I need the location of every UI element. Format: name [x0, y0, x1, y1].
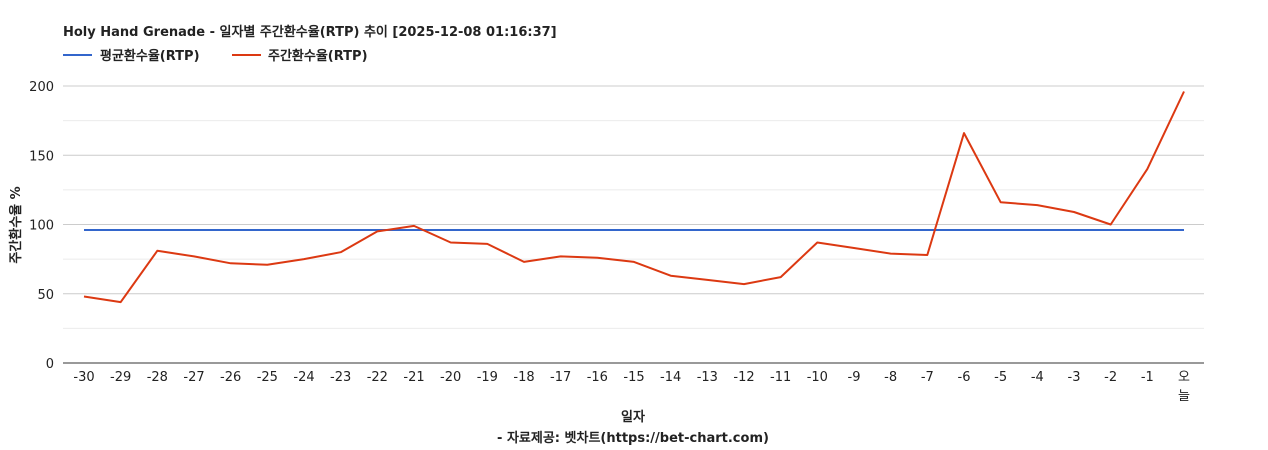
x-tick-label: -12 [733, 370, 754, 385]
x-tick-label: -5 [994, 370, 1007, 385]
x-tick-label: -13 [697, 370, 718, 385]
x-tick-label: -7 [921, 370, 934, 385]
y-tick-label: 100 [29, 219, 54, 234]
chart-title: Holy Hand Grenade - 일자별 주간환수율(RTP) 추이 [2… [63, 24, 557, 40]
x-tick-label: -19 [477, 370, 498, 385]
x-tick-label: -22 [367, 370, 388, 385]
x-tick-label: -16 [587, 370, 608, 385]
x-tick-label: -10 [807, 370, 828, 385]
x-tick-label: -9 [848, 370, 861, 385]
legend-label-average: 평균환수율(RTP) [100, 48, 200, 64]
x-tick-label: -8 [884, 370, 897, 385]
x-tick-label: -24 [293, 370, 314, 385]
x-axis-title: 일자 [621, 410, 645, 425]
legend: 평균환수율(RTP) 주간환수율(RTP) [63, 48, 368, 64]
x-tick-label: -20 [440, 370, 461, 385]
x-tick-label: -2 [1104, 370, 1117, 385]
x-tick-label: -15 [623, 370, 644, 385]
legend-label-weekly: 주간환수율(RTP) [268, 48, 368, 64]
x-tick-label: -23 [330, 370, 351, 385]
x-tick-label: -28 [147, 370, 168, 385]
x-axis-ticks: -30 -29 -28 -27 -26 -25 -24 -23 -22 -21 -20 -19 -18 -… [73, 370, 1190, 404]
x-tick-label: -21 [403, 370, 424, 385]
x-tick-label: -11 [770, 370, 791, 385]
x-tick-label: -30 [73, 370, 94, 385]
chart-source-credit: - 자료제공: 벳차트(https://bet-chart.com) [497, 430, 769, 446]
x-tick-label: -25 [257, 370, 278, 385]
x-tick-label: -27 [183, 370, 204, 385]
y-axis-title: 주간환수율 % [8, 186, 24, 263]
y-tick-label: 150 [29, 149, 54, 164]
x-tick-label: -26 [220, 370, 241, 385]
x-tick-label: -14 [660, 370, 681, 385]
y-tick-label: 50 [37, 288, 54, 303]
y-tick-label: 200 [29, 80, 54, 95]
gridlines [63, 85, 1204, 329]
x-tick-label: -1 [1141, 370, 1154, 385]
x-tick-label: -4 [1031, 370, 1044, 385]
x-tick-label: -3 [1068, 370, 1081, 385]
y-tick-label: 0 [46, 357, 54, 372]
x-tick-label: -17 [550, 370, 571, 385]
series-lines [83, 91, 1185, 304]
x-tick-label: -18 [513, 370, 534, 385]
x-tick-label: -29 [110, 370, 131, 385]
y-axis-ticks: 0 50 100 150 200 [29, 80, 54, 372]
series-line-weekly-rtp [83, 91, 1185, 304]
x-tick-label: -6 [958, 370, 971, 385]
